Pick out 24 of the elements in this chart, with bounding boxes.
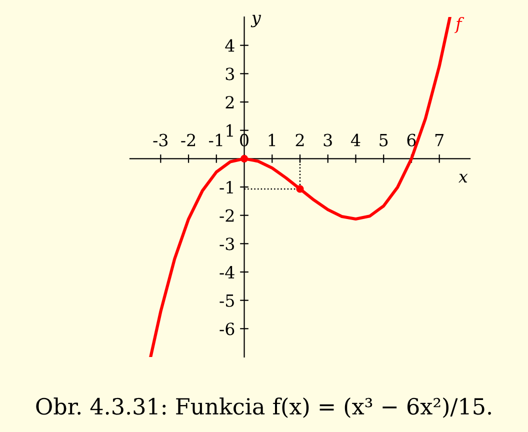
y-tick-label: -4 bbox=[220, 266, 234, 278]
y-axis-title: y bbox=[250, 14, 262, 28]
x-tick-label: -2 bbox=[181, 134, 196, 146]
x-tick-label: 2 bbox=[296, 134, 304, 146]
y-tick-label: -6 bbox=[220, 322, 234, 336]
x-tick-label: -1 bbox=[209, 134, 222, 146]
y-tick-label: -1 bbox=[220, 180, 233, 194]
series-label: f bbox=[454, 17, 464, 34]
x-axis-title: x bbox=[458, 174, 468, 182]
x-tick-label: 6 bbox=[407, 134, 416, 146]
x-tick-label: -3 bbox=[153, 134, 168, 146]
text: Obr. 4.3.31: Funkcia f(x) = (x³ − 6x²)/15. bbox=[36, 398, 491, 418]
y-tick-label: 2 bbox=[226, 96, 234, 108]
y-tick-label: -5 bbox=[220, 294, 234, 307]
y-tick-label: 1 bbox=[226, 124, 233, 137]
x-tick-label: 4 bbox=[350, 134, 360, 146]
x-tick-label: 7 bbox=[435, 134, 444, 146]
y-tick-label: 4 bbox=[225, 39, 234, 52]
y-tick-label: -2 bbox=[220, 209, 234, 222]
y-tick-label: 3 bbox=[226, 68, 234, 80]
x-tick-label: 3 bbox=[324, 134, 332, 146]
x-tick-label: 5 bbox=[380, 134, 388, 146]
y-tick-label: -3 bbox=[220, 238, 234, 250]
x-tick-label: 1 bbox=[268, 134, 276, 146]
